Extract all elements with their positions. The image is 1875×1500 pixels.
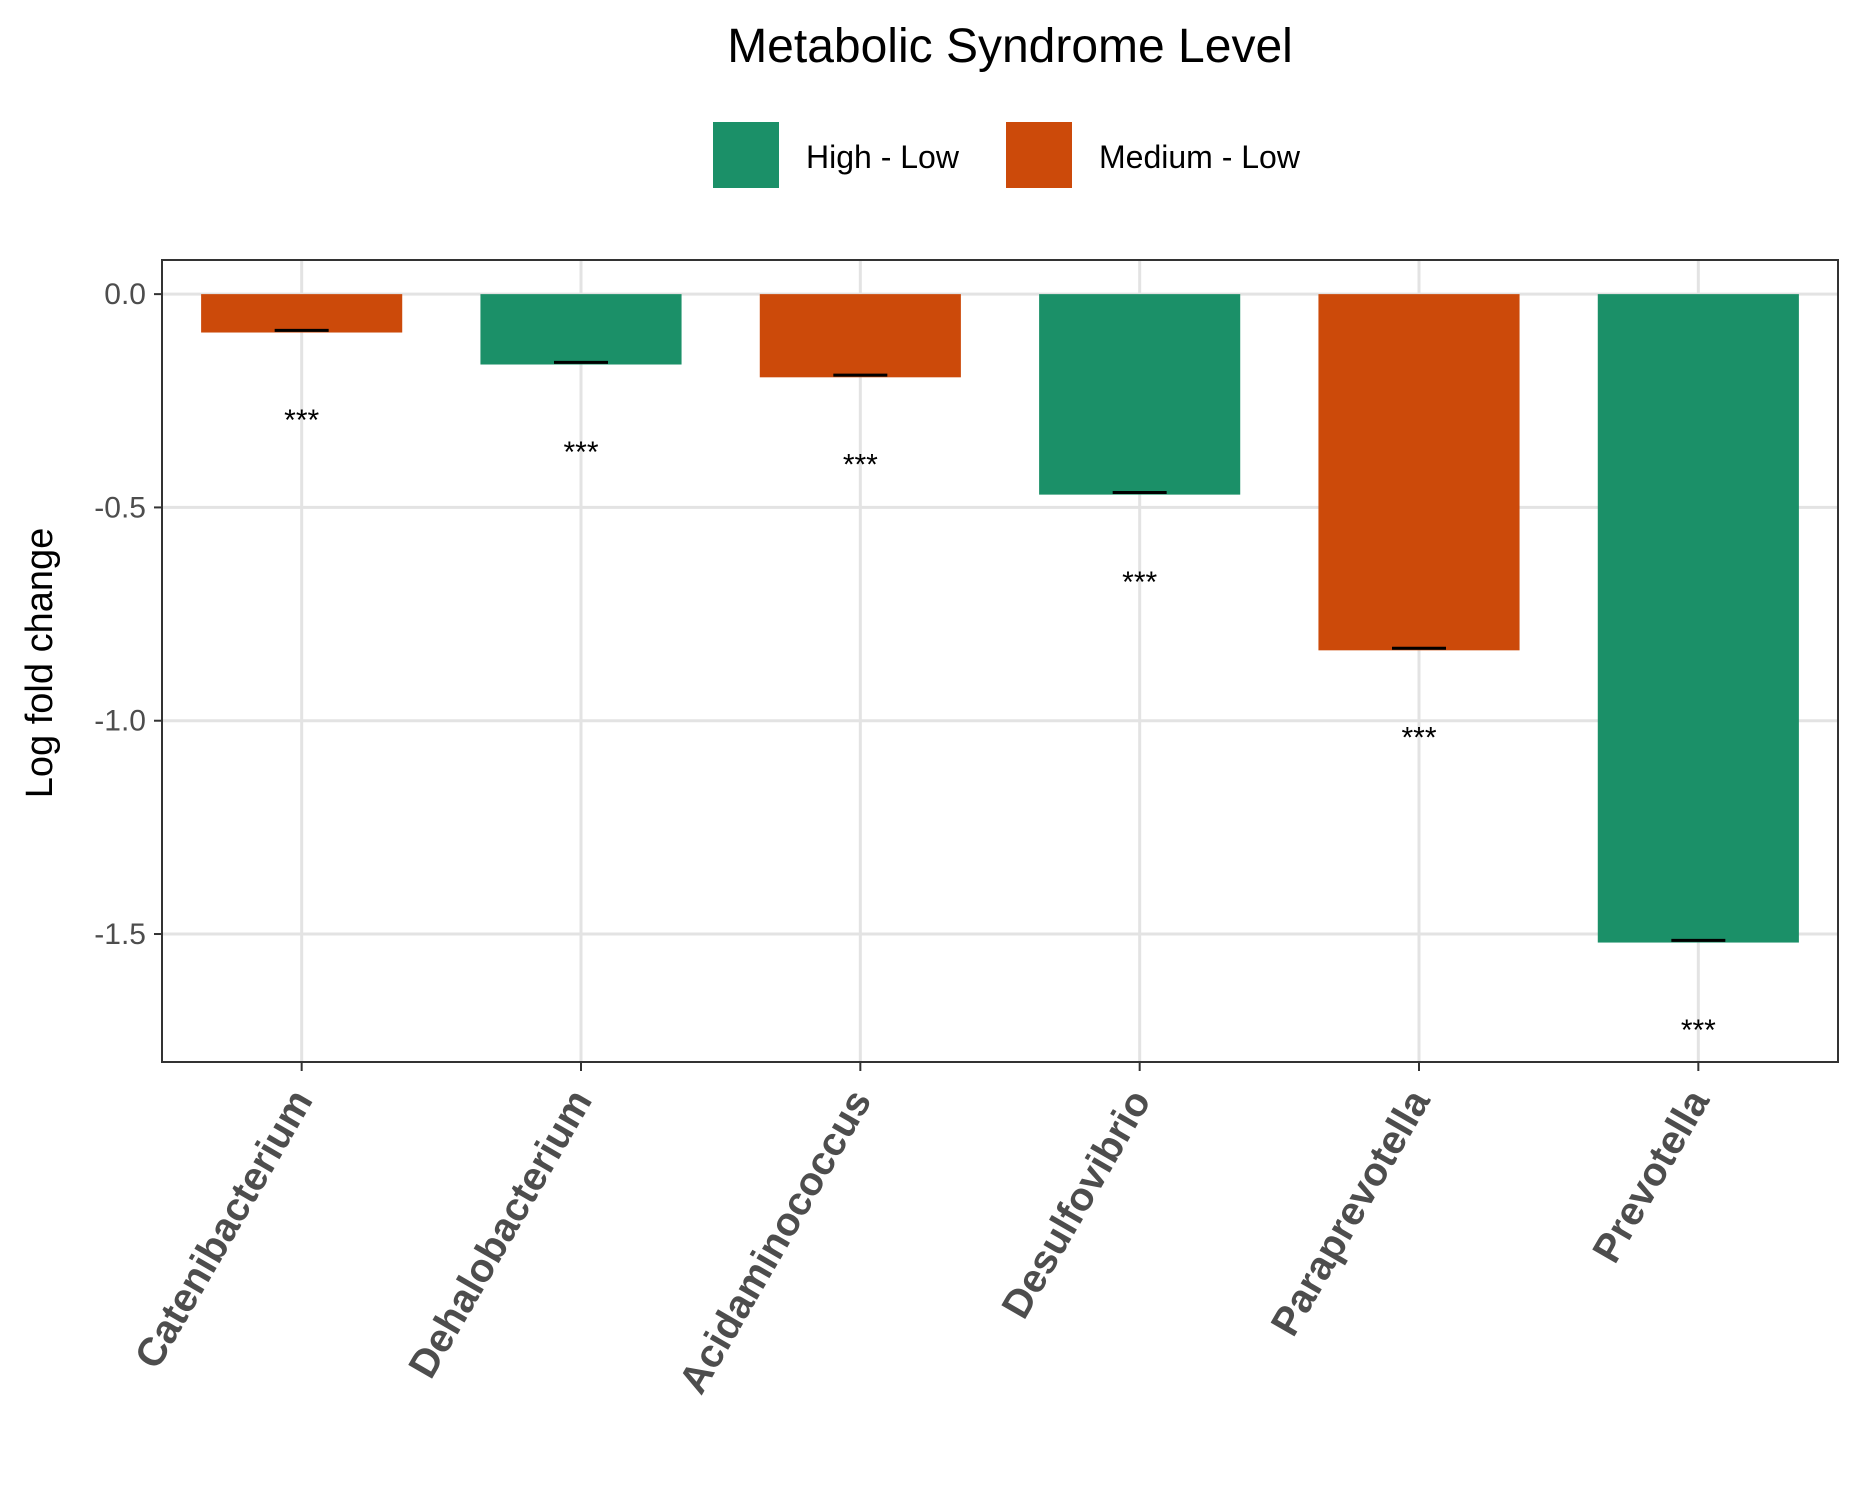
plot-panel-border — [161, 259, 1839, 1063]
significance-label: *** — [1122, 566, 1157, 599]
x-tick-label: Paraprevotella — [1263, 1082, 1439, 1343]
y-tick-label: -1.0 — [94, 705, 146, 738]
significance-labels: *** *** *** *** *** *** — [284, 404, 1716, 1047]
significance-label: *** — [843, 449, 878, 482]
y-tick-label: 0.0 — [104, 278, 146, 311]
bar-dehalobacterium — [480, 294, 682, 365]
x-axis-ticks: Catenibacterium Dehalobacterium Acidaminoc… — [127, 1062, 1719, 1401]
bars — [201, 294, 1799, 943]
bar-paraprevotella — [1318, 294, 1520, 651]
x-tick-label: Prevotella — [1584, 1082, 1718, 1270]
legend-label-high-low: High - Low — [806, 139, 960, 175]
significance-label: *** — [1401, 722, 1436, 755]
error-bars — [274, 328, 1726, 942]
y-axis-label: Log fold change — [19, 528, 61, 798]
legend: High - Low Medium - Low — [713, 122, 1301, 188]
bar-prevotella — [1597, 294, 1799, 943]
y-axis-ticks: 0.0 -0.5 -1.0 -1.5 — [94, 278, 162, 951]
legend-swatch-high-low — [713, 122, 779, 188]
significance-label: *** — [563, 436, 598, 469]
y-tick-label: -1.5 — [94, 918, 146, 951]
chart-title: Metabolic Syndrome Level — [727, 20, 1293, 73]
bar-desulfovibrio — [1039, 294, 1241, 495]
x-tick-label: Desulfovibrio — [994, 1083, 1160, 1326]
significance-label: *** — [1681, 1014, 1716, 1047]
gridlines — [162, 260, 1838, 1062]
x-tick-label: Dehalobacterium — [400, 1083, 600, 1386]
bar-catenibacterium — [201, 294, 403, 333]
bar-acidaminococcus — [759, 294, 961, 378]
significance-label: *** — [284, 404, 319, 437]
x-tick-label: Catenibacterium — [127, 1083, 322, 1376]
legend-swatch-medium-low — [1006, 122, 1072, 188]
x-tick-label: Acidaminococcus — [671, 1083, 880, 1401]
y-tick-label: -0.5 — [94, 491, 146, 524]
legend-label-medium-low: Medium - Low — [1099, 139, 1301, 175]
